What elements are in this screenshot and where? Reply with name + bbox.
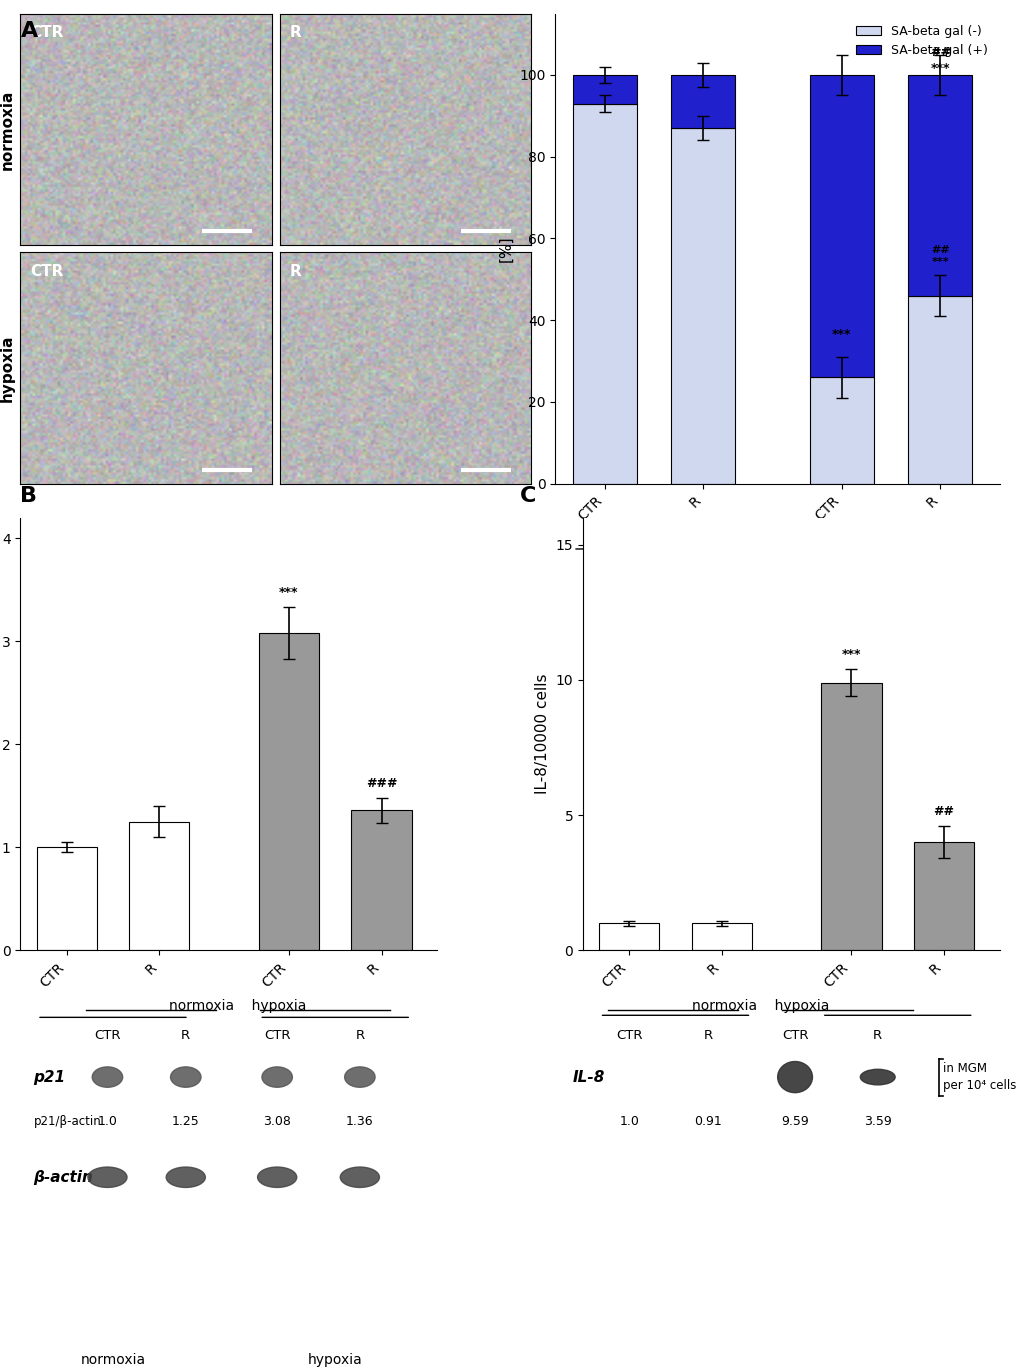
Text: hypoxia: hypoxia	[308, 1353, 362, 1366]
Text: R: R	[872, 1029, 881, 1042]
Text: normoxia    hypoxia: normoxia hypoxia	[691, 999, 828, 1013]
Text: CTR: CTR	[31, 264, 64, 279]
Ellipse shape	[92, 1066, 122, 1087]
Text: B: B	[20, 486, 38, 507]
Ellipse shape	[344, 1066, 375, 1087]
Text: 3.59: 3.59	[863, 1116, 891, 1128]
Ellipse shape	[859, 1069, 895, 1084]
Ellipse shape	[258, 1166, 297, 1187]
Text: ***: ***	[832, 327, 851, 341]
Text: ***: ***	[841, 648, 860, 661]
Text: ***: ***	[279, 586, 299, 600]
Text: R: R	[355, 1029, 364, 1042]
Text: CTR: CTR	[781, 1029, 807, 1042]
Text: 1.0: 1.0	[98, 1116, 117, 1128]
Text: normoxia    hypoxia: normoxia hypoxia	[169, 999, 307, 1013]
Text: CTR: CTR	[264, 1029, 290, 1042]
Text: ##: ##	[932, 805, 954, 817]
Bar	[572, 75, 636, 104]
Text: normoxia: normoxia	[81, 1353, 146, 1366]
Bar	[809, 378, 873, 483]
Bar	[809, 75, 873, 378]
Text: β-actin: β-actin	[34, 1169, 94, 1184]
Bar	[37, 847, 97, 950]
Text: CTR: CTR	[31, 25, 64, 40]
Text: CTR: CTR	[94, 1029, 120, 1042]
Ellipse shape	[170, 1066, 201, 1087]
Ellipse shape	[262, 1066, 292, 1087]
Text: R: R	[289, 25, 302, 40]
Text: 0.91: 0.91	[694, 1116, 721, 1128]
Bar	[352, 810, 412, 950]
Legend: SA-beta gal (-), SA-beta gal (+): SA-beta gal (-), SA-beta gal (+)	[851, 21, 993, 62]
Ellipse shape	[340, 1166, 379, 1187]
Ellipse shape	[776, 1061, 812, 1092]
Bar	[259, 632, 319, 950]
Bar	[907, 75, 971, 296]
Text: in MGM
per 10⁴ cells: in MGM per 10⁴ cells	[943, 1062, 1015, 1092]
Bar	[572, 104, 636, 483]
Bar	[671, 129, 735, 483]
Y-axis label: hypoxia: hypoxia	[0, 334, 15, 401]
Bar	[671, 75, 735, 129]
Text: CTR: CTR	[615, 1029, 642, 1042]
Text: A: A	[20, 21, 38, 41]
Text: 1.36: 1.36	[345, 1116, 373, 1128]
Text: 9.59: 9.59	[781, 1116, 808, 1128]
Ellipse shape	[88, 1166, 127, 1187]
Text: ##: ##	[929, 45, 950, 59]
Bar	[907, 296, 971, 483]
Y-axis label: [%]: [%]	[498, 235, 514, 261]
Text: R: R	[289, 264, 302, 279]
Text: 1.25: 1.25	[172, 1116, 200, 1128]
Y-axis label: normoxia: normoxia	[0, 89, 15, 170]
Text: ###: ###	[366, 776, 396, 790]
Text: C: C	[520, 486, 536, 507]
Bar	[913, 842, 973, 950]
Bar	[691, 923, 751, 950]
Text: R: R	[181, 1029, 191, 1042]
Ellipse shape	[166, 1166, 205, 1187]
Y-axis label: IL-8/10000 cells: IL-8/10000 cells	[535, 674, 549, 794]
Bar	[820, 683, 880, 950]
Text: p21: p21	[34, 1069, 65, 1084]
Text: ##
***: ## ***	[930, 245, 949, 267]
Bar	[129, 821, 190, 950]
Text: IL-8: IL-8	[573, 1069, 605, 1084]
Text: R: R	[703, 1029, 712, 1042]
Text: p21/β-actin: p21/β-actin	[34, 1116, 101, 1128]
Text: 3.08: 3.08	[263, 1116, 290, 1128]
Bar	[598, 923, 658, 950]
Text: ***: ***	[929, 62, 949, 75]
Text: 1.0: 1.0	[620, 1116, 639, 1128]
